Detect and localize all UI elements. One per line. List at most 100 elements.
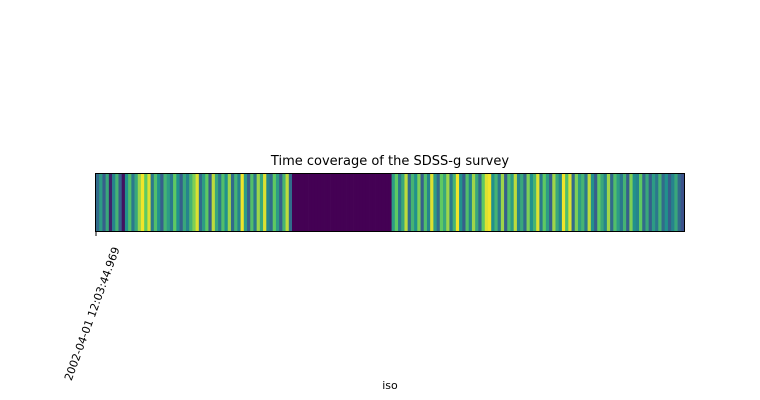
x-axis-label: iso: [382, 379, 398, 392]
heatmap-cell: [465, 174, 470, 231]
heatmap-cell: [610, 174, 614, 231]
heatmap-cell: [430, 174, 434, 231]
heatmap-cell: [574, 174, 579, 231]
heatmap-cell: [674, 174, 678, 231]
heatmap-cell: [600, 174, 605, 231]
heatmap-cell: [314, 174, 319, 231]
heatmap-cell: [121, 174, 126, 231]
heatmap-cell: [275, 174, 280, 231]
heatmap-cell: [642, 174, 646, 231]
heatmap-cell: [629, 174, 633, 231]
heatmap-cell: [433, 174, 437, 231]
heatmap-cell: [558, 174, 563, 231]
heatmap-cell: [658, 174, 662, 231]
heatmap-cell: [449, 174, 453, 231]
heatmap-cell: [279, 174, 283, 231]
heatmap-cell: [189, 174, 193, 231]
heatmap-cell: [381, 174, 386, 231]
heatmap-cell: [317, 174, 322, 231]
heatmap-cell: [417, 174, 421, 231]
heatmap-cell: [128, 174, 132, 231]
heatmap-cell: [388, 174, 392, 231]
heatmap-cell: [349, 174, 354, 231]
heatmap-cell: [603, 174, 608, 231]
heatmap-cell: [632, 174, 637, 231]
heatmap-cell: [112, 174, 116, 231]
heatmap-cell: [398, 174, 402, 231]
heatmap-cell: [295, 174, 299, 231]
heatmap-cell: [330, 174, 335, 231]
heatmap-cell: [150, 174, 155, 231]
heatmap-cell: [571, 174, 576, 231]
heatmap-cell: [320, 174, 325, 231]
heatmap-cell: [102, 174, 106, 231]
heatmap-cell: [343, 174, 347, 231]
heatmap-cell: [250, 174, 254, 231]
heatmap-cell: [577, 174, 582, 231]
chart-title: Time coverage of the SDSS-g survey: [270, 154, 510, 169]
heatmap-cell: [292, 174, 296, 231]
heatmap-cell: [288, 174, 293, 231]
heatmap-cell: [520, 174, 524, 231]
heatmap-cell: [439, 174, 444, 231]
heatmap-cell: [365, 174, 370, 231]
heatmap-cell: [137, 174, 142, 231]
heatmap-cell: [205, 174, 209, 231]
heatmap-cell: [542, 174, 547, 231]
heatmap-cell: [497, 174, 502, 231]
heatmap-cell: [513, 174, 518, 231]
heatmap-cell: [153, 174, 158, 231]
heatmap-cell: [587, 174, 592, 231]
heatmap-cells: [96, 174, 685, 231]
heatmap-cell: [324, 174, 328, 231]
heatmap-cell: [243, 174, 248, 231]
heatmap-cell: [597, 174, 601, 231]
heatmap-cell: [234, 174, 238, 231]
heatmap-cell: [529, 174, 534, 231]
heatmap-cell: [285, 174, 290, 231]
heatmap-cell: [131, 174, 135, 231]
heatmap-cell: [353, 174, 357, 231]
heatmap-cell: [385, 174, 389, 231]
heatmap-cell: [552, 174, 556, 231]
heatmap-cell: [227, 174, 232, 231]
heatmap-cell: [362, 174, 367, 231]
heatmap-cell: [375, 174, 380, 231]
heatmap-cell: [414, 174, 418, 231]
heatmap-cell: [269, 174, 274, 231]
heatmap-cell: [336, 174, 341, 231]
heatmap-cell: [426, 174, 431, 231]
heatmap-cell: [645, 174, 649, 231]
heatmap-cell: [147, 174, 151, 231]
heatmap-cell: [304, 174, 309, 231]
heatmap-cell: [211, 174, 216, 231]
heatmap-cell: [561, 174, 566, 231]
heatmap-cell: [140, 174, 145, 231]
heatmap-cell: [613, 174, 617, 231]
heatmap-cell: [124, 174, 129, 231]
heatmap-cell: [359, 174, 364, 231]
heatmap-cell: [443, 174, 447, 231]
heatmap-cell: [378, 174, 383, 231]
heatmap-cell: [484, 174, 489, 231]
heatmap-cell: [253, 174, 257, 231]
heatmap-cell: [471, 174, 476, 231]
heatmap-cell: [635, 174, 640, 231]
heatmap-cell: [407, 174, 412, 231]
heatmap-cell: [208, 174, 213, 231]
heatmap-cell: [446, 174, 450, 231]
heatmap-cell: [202, 174, 206, 231]
heatmap-cell: [545, 174, 550, 231]
heatmap-cell: [478, 174, 482, 231]
heatmap-cell: [616, 174, 621, 231]
heatmap-cell: [667, 174, 672, 231]
heatmap-cell: [185, 174, 190, 231]
heatmap-cell: [282, 174, 286, 231]
heatmap-cell: [655, 174, 659, 231]
heatmap-cell: [263, 174, 267, 231]
heatmap-cell: [664, 174, 669, 231]
heatmap-cell: [214, 174, 219, 231]
heatmap-cell: [536, 174, 540, 231]
